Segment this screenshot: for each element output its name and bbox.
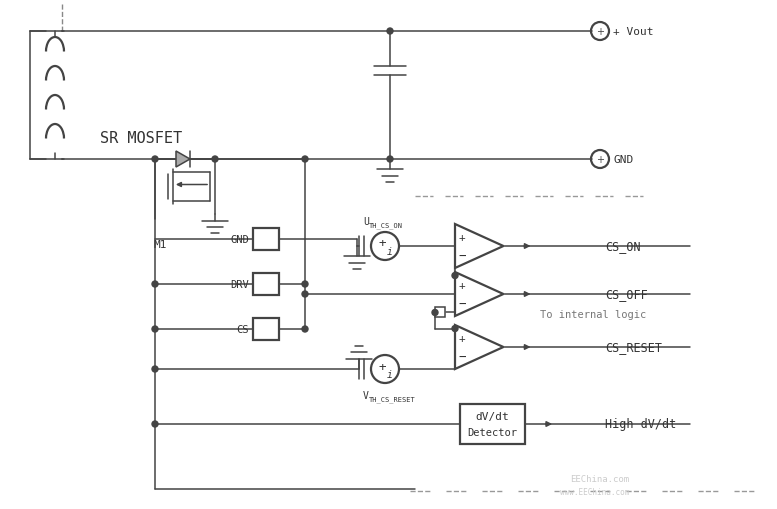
FancyBboxPatch shape [8,5,768,502]
Circle shape [302,281,308,288]
Text: EEChina.com: EEChina.com [570,474,629,484]
Text: TH_CS_RESET: TH_CS_RESET [369,396,416,403]
Text: −: − [458,350,465,363]
Polygon shape [455,224,503,268]
Text: TH_CS_ON: TH_CS_ON [369,222,403,229]
Circle shape [302,326,308,332]
Text: CS_OFF: CS_OFF [605,288,648,301]
Polygon shape [176,152,190,167]
Circle shape [387,29,393,35]
Text: +: + [378,237,385,250]
Bar [253,229,279,250]
Circle shape [432,310,438,316]
Text: V: V [363,390,369,400]
Text: CS: CS [236,324,249,334]
Circle shape [152,326,158,332]
Text: www.EEChina.com: www.EEChina.com [560,488,629,496]
Text: Detector: Detector [468,427,517,437]
Circle shape [371,233,399,261]
Bar [435,308,445,318]
Circle shape [452,326,458,332]
Text: SR MOSFET: SR MOSFET [100,130,182,145]
Bar [253,273,279,295]
Text: +: + [596,27,604,37]
Bar [253,318,279,341]
Text: + Vout: + Vout [613,27,653,37]
Bar [460,404,525,444]
Text: −: − [458,297,465,310]
Text: M1: M1 [153,240,167,249]
Circle shape [152,366,158,372]
Circle shape [371,355,399,383]
Text: GND: GND [613,155,633,165]
Circle shape [152,281,158,288]
Text: U: U [363,216,369,227]
Text: +: + [596,155,604,165]
Circle shape [152,421,158,427]
Text: CS_RESET: CS_RESET [605,341,662,354]
Text: i: i [387,369,393,379]
Text: +: + [458,280,465,290]
Text: DRV: DRV [230,279,249,290]
Polygon shape [455,325,503,369]
Circle shape [212,157,218,163]
Text: −: − [458,249,465,262]
Text: +: + [458,232,465,242]
Text: +: + [458,333,465,343]
Text: dV/dt: dV/dt [476,411,510,421]
Text: To internal logic: To internal logic [540,309,646,319]
Polygon shape [455,272,503,317]
Circle shape [152,157,158,163]
Text: i: i [387,246,393,257]
Text: CS_ON: CS_ON [605,240,640,253]
Circle shape [452,273,458,279]
Circle shape [302,157,308,163]
Circle shape [387,157,393,163]
Circle shape [302,292,308,297]
Text: +: + [378,360,385,373]
Text: High dV/dt: High dV/dt [605,418,676,431]
Text: GND: GND [230,235,249,244]
